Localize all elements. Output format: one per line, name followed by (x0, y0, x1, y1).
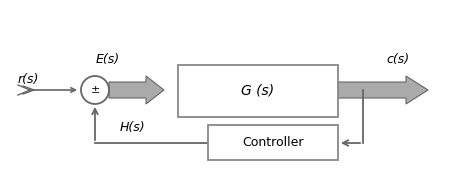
Bar (208, 125, 338, 160)
Text: Controller: Controller (242, 136, 304, 150)
Text: E(s): E(s) (96, 53, 120, 66)
FancyArrow shape (338, 76, 428, 104)
Text: G (s): G (s) (241, 84, 274, 98)
Text: r(s): r(s) (18, 74, 39, 87)
FancyArrow shape (109, 76, 164, 104)
Text: c(s): c(s) (386, 53, 410, 66)
Bar (178, 65, 338, 117)
Circle shape (81, 76, 109, 104)
Text: ±: ± (91, 85, 100, 95)
Text: H(s): H(s) (119, 121, 145, 135)
